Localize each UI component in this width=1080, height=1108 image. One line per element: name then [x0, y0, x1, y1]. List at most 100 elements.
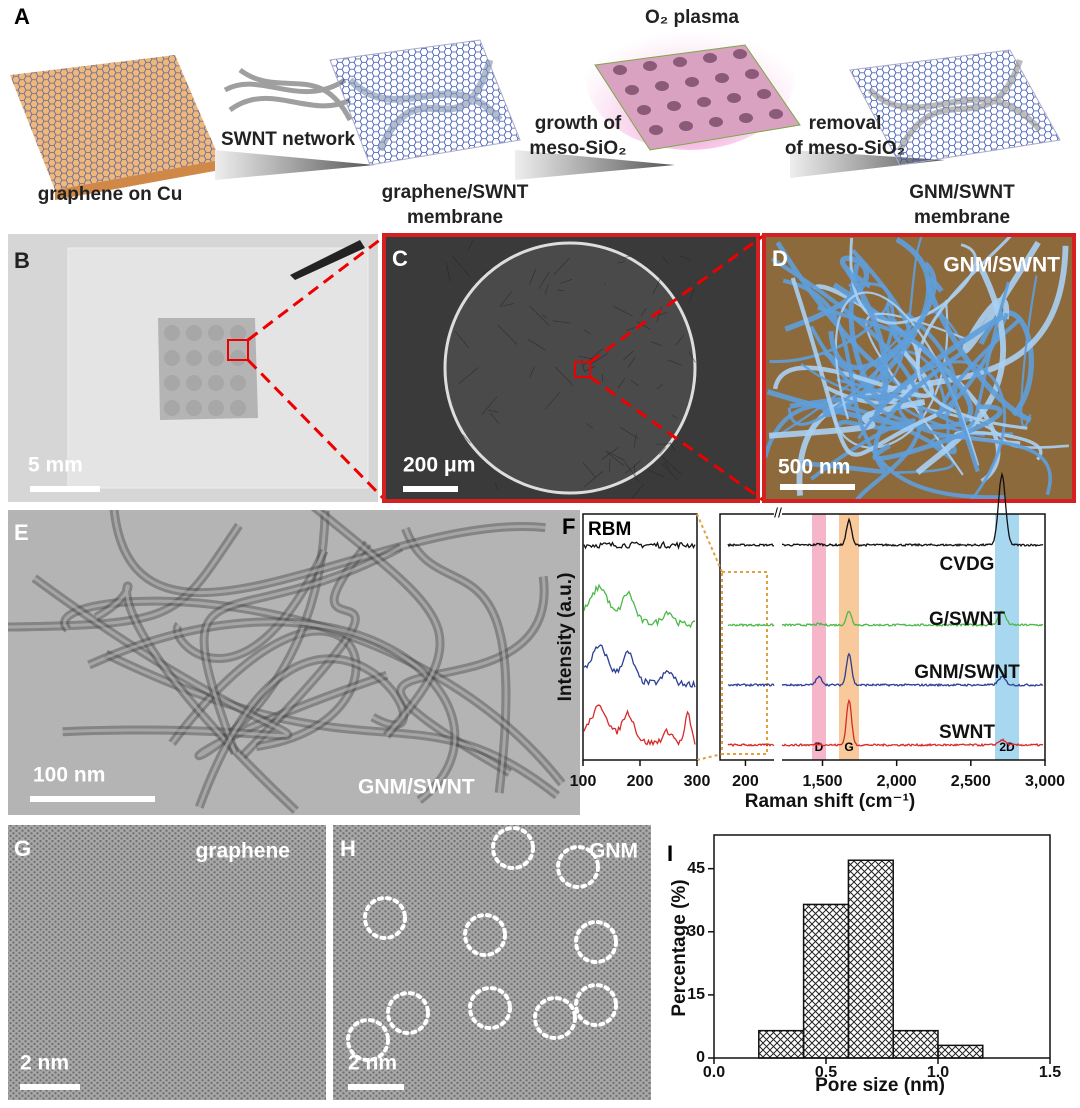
hole [757, 89, 771, 99]
scratch [680, 255, 691, 261]
scratch [494, 482, 499, 490]
scratch [601, 447, 619, 460]
stage-label: GNM/SWNT [909, 182, 1015, 203]
raman-chart: // F RBM Raman shift (cm⁻¹) Intensity (a… [555, 505, 1046, 812]
band [995, 514, 1019, 760]
scratch [557, 289, 564, 292]
spectrum [727, 471, 1044, 548]
swnt [867, 59, 1043, 152]
fiber [790, 277, 938, 457]
hole [715, 73, 729, 83]
lattice [8, 825, 326, 1100]
photo [8, 234, 378, 502]
hole [649, 125, 663, 135]
scale-bar [20, 1084, 80, 1090]
y-tick-label: 30 [687, 923, 705, 940]
scratch [552, 320, 571, 324]
scratch [605, 450, 624, 466]
bar [892, 1029, 939, 1059]
stage-label: graphene/SWNT [382, 182, 529, 203]
scratch [627, 356, 636, 368]
fiber [770, 257, 924, 500]
scratch [619, 426, 639, 439]
scratch [497, 324, 518, 345]
scratch [454, 330, 469, 348]
tube-core [202, 545, 402, 754]
copper-edge [55, 160, 220, 200]
stage-label: membrane [407, 207, 503, 228]
caption: GNM [589, 840, 638, 863]
scratch [583, 329, 592, 335]
scratch [612, 305, 633, 317]
panel-label: D [772, 246, 788, 271]
scratch [458, 367, 479, 385]
panel-label: B [14, 248, 30, 273]
tube-core [315, 510, 442, 737]
hole [667, 101, 681, 111]
scratch [656, 443, 672, 445]
scratch [647, 469, 665, 478]
panel-label: I [667, 841, 673, 866]
scratch [669, 441, 676, 451]
y-axis-label: Intensity (a.u.) [555, 573, 576, 702]
zoom-line [589, 375, 764, 502]
holes [164, 325, 246, 416]
hole [186, 375, 202, 391]
hole [208, 375, 224, 391]
scale-label: 5 mm [28, 454, 83, 477]
scratch [499, 291, 512, 308]
hole [745, 69, 759, 79]
tube-core [112, 510, 546, 595]
sheet [329, 39, 521, 166]
tweezer [290, 240, 365, 280]
scratch [585, 422, 594, 429]
hole [613, 65, 627, 75]
axis-break [774, 754, 782, 766]
spectrum-rbm [583, 583, 696, 629]
hole [186, 400, 202, 416]
connector [696, 753, 723, 761]
pore-ring [574, 920, 618, 964]
scratch [651, 341, 662, 346]
axis-break: // [774, 505, 782, 521]
scratch [624, 460, 641, 474]
caption: graphene [195, 840, 290, 863]
hole [769, 109, 783, 119]
scratch [688, 351, 696, 363]
caption: GNM/SWNT [358, 776, 475, 799]
pores [346, 826, 618, 1062]
fibers [765, 236, 1069, 500]
scratch [667, 359, 683, 366]
arrow [790, 150, 945, 178]
tube-core [197, 510, 388, 758]
bar [847, 859, 894, 1059]
scratch [609, 458, 611, 472]
scratch [578, 355, 594, 360]
x-tick-label: 3,000 [1025, 773, 1065, 790]
scratch [488, 409, 499, 413]
hole [655, 81, 669, 91]
fiber [817, 305, 980, 473]
scratch [538, 271, 550, 290]
zoom-box [227, 339, 249, 361]
fiber [836, 281, 1011, 429]
hole [186, 350, 202, 366]
axes-frame [719, 513, 1046, 761]
fiber [828, 261, 937, 370]
swnt-bundle [223, 67, 353, 122]
spectrum-rbm [583, 704, 696, 747]
holes [613, 49, 783, 135]
fiber [800, 236, 923, 394]
hole [733, 49, 747, 59]
scratch [554, 366, 574, 387]
x-tick-label: 0.0 [703, 1064, 725, 1081]
pore-ring [346, 1018, 390, 1062]
pore-ring [533, 996, 577, 1040]
arrow [215, 150, 375, 180]
frame [762, 233, 1076, 503]
scratch [582, 462, 596, 478]
spectrum [727, 610, 1044, 628]
x-tick-label: 2,000 [877, 773, 917, 790]
band-label: 2D [999, 740, 1015, 754]
connector [696, 513, 723, 573]
